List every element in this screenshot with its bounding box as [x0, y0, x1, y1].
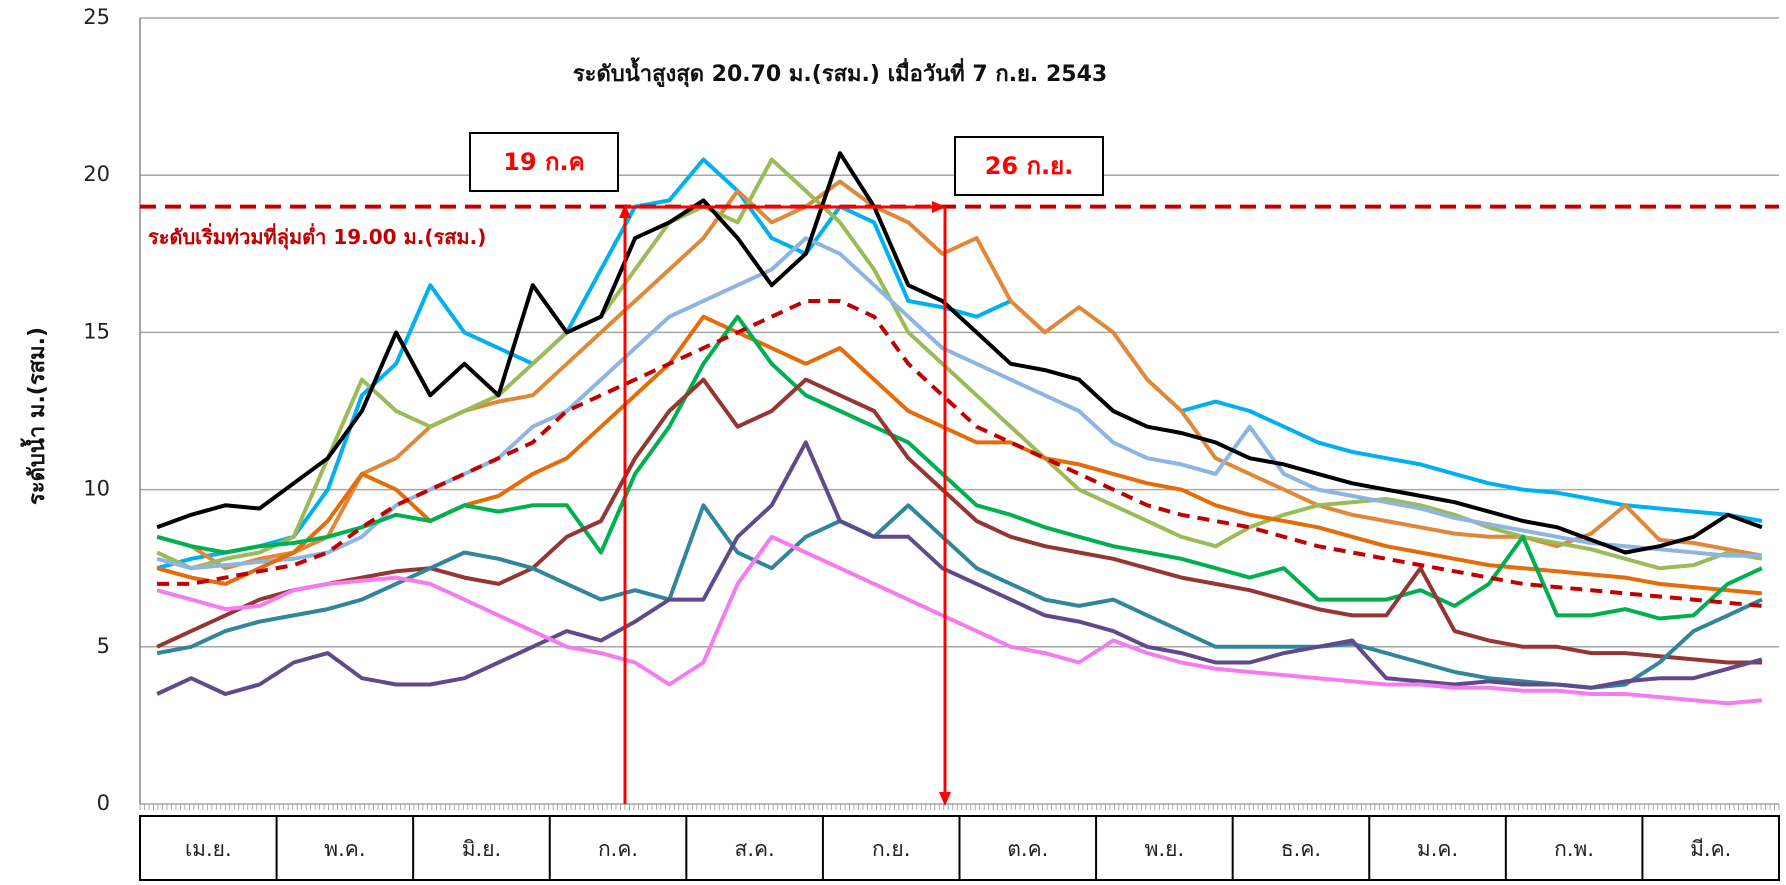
grid: 0 5 10 15 20 25 เม.ย. พ.ค. มิ.ย. ก.ค. ส.ค. ก.ย. ต.ค.… — [83, 5, 1780, 881]
series-line — [156, 440, 1763, 696]
series-line — [156, 314, 1763, 621]
x-tick-label: พ.ค. — [324, 837, 365, 861]
overlay: ระดับเริ่มท่วมที่ลุ่มต่ำ 19.00 ม.(รสม.) — [140, 204, 1779, 250]
arrow-head — [619, 204, 631, 218]
x-tick-label: ก.พ. — [1554, 837, 1594, 861]
chart-title: ระดับน้ำสูงสุด 20.70 ม.(รสม.) เมื่อวันที… — [573, 57, 1107, 88]
annotation-box — [469, 132, 619, 192]
series-line — [156, 534, 1763, 706]
series-line — [156, 151, 1763, 555]
annotation: 19 ก.ค — [503, 148, 584, 176]
range-arrows — [619, 201, 951, 806]
y-tick-label: 25 — [83, 5, 110, 29]
annotation-box — [954, 136, 1104, 196]
y-tick-label: 10 — [83, 477, 110, 501]
x-tick-label: พ.ย. — [1145, 837, 1185, 861]
x-tick-label: ก.ค. — [598, 837, 638, 861]
annotation: 26 ก.ย. — [985, 152, 1074, 180]
arrow-head — [939, 792, 951, 806]
x-tick-label: มี.ค. — [1690, 837, 1731, 861]
x-tick-label: ส.ค. — [735, 837, 775, 861]
x-tick-label: ธ.ค. — [1281, 837, 1321, 861]
x-tick-label: ม.ค. — [1417, 837, 1458, 861]
x-tick-label: ต.ค. — [1007, 837, 1048, 861]
x-tick-label: เม.ย. — [185, 837, 232, 861]
lines — [156, 151, 1763, 706]
series-line — [156, 314, 1763, 596]
x-tick-label: มิ.ย. — [462, 837, 502, 861]
y-tick-label: 0 — [97, 791, 110, 815]
series-line — [156, 179, 1763, 571]
y-axis-label: ระดับน้ำ ม.(รสม.) — [20, 327, 50, 505]
series-line — [157, 299, 1763, 608]
y-tick-label: 5 — [97, 634, 110, 658]
x-tick-label: ก.ย. — [872, 837, 910, 861]
y-tick-label: 15 — [83, 319, 110, 343]
threshold-label: ระดับเริ่มท่วมที่ลุ่มต่ำ 19.00 ม.(รสม.) — [148, 222, 486, 250]
series-line — [156, 503, 1763, 690]
arrow-head — [932, 201, 946, 213]
series-line — [156, 157, 1763, 571]
y-tick-label: 20 — [83, 162, 110, 186]
series-line — [156, 157, 1763, 571]
